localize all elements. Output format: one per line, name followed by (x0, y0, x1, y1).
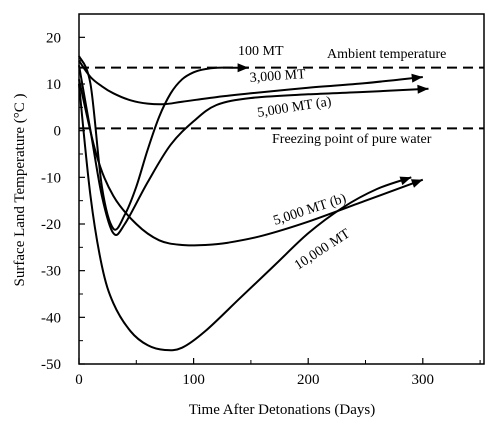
ambient-temperature-label: Ambient temperature (327, 47, 446, 62)
y-tick-label: -10 (41, 170, 61, 186)
series-arrowhead-0 (237, 63, 249, 73)
y-tick-label: -20 (41, 217, 61, 233)
series-line-0 (78, 55, 249, 231)
y-tick-label: 20 (46, 30, 61, 46)
x-axis-ticks: 0 100 200 300 (75, 358, 481, 388)
series-label-100mt: 100 MT (238, 44, 284, 59)
series-label-5000mt-a: 5,000 MT (a) (256, 94, 333, 121)
y-tick-label: 0 (54, 124, 62, 140)
series-label-3000mt: 3,000 MT (249, 67, 306, 86)
freezing-point-label: Freezing point of pure water (272, 132, 432, 147)
y-axis-title: Surface Land Temperature (°C ) (12, 94, 28, 287)
x-tick-label: 300 (412, 372, 435, 388)
series-line-1 (78, 60, 423, 106)
series-label-10000mt: 10,000 MT (292, 226, 353, 273)
x-tick-label: 200 (297, 372, 320, 388)
y-tick-label: -40 (41, 310, 61, 326)
series-arrowhead-2 (417, 84, 429, 94)
series-arrowhead-3 (410, 179, 423, 188)
series-line-2 (78, 65, 429, 236)
series-arrowhead-1 (411, 73, 423, 83)
y-tick-label: -50 (41, 357, 61, 373)
y-tick-label: -30 (41, 264, 61, 280)
x-tick-label: 0 (75, 372, 83, 388)
series-layer (78, 55, 429, 352)
series-arrowhead-4 (399, 176, 412, 186)
plot-frame (78, 13, 485, 365)
x-tick-label: 100 (182, 372, 205, 388)
series-line-3 (78, 79, 424, 247)
series-line-4 (78, 83, 412, 352)
x-axis-title: Time After Detonations (Days) (189, 402, 376, 418)
series-label-5000mt-b: 5,000 MT (b) (272, 191, 349, 229)
y-tick-label: 10 (46, 77, 61, 93)
